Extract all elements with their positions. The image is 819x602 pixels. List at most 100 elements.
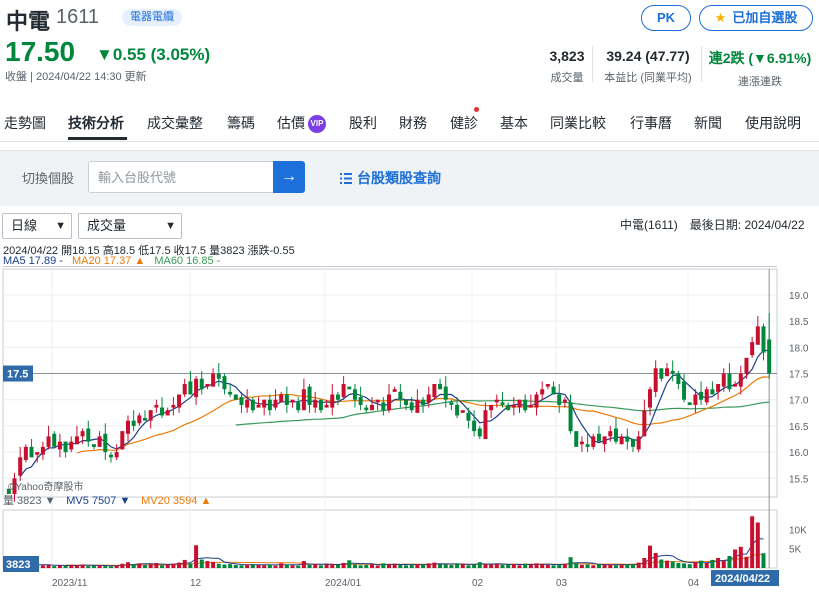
candle-body [568, 402, 573, 432]
price-tick-label: 16.0 [789, 448, 809, 459]
arrow-right-icon[interactable]: → [273, 161, 305, 193]
candle-body [750, 342, 755, 356]
candle-body [216, 373, 221, 379]
candle-body [596, 433, 601, 442]
candle-body [301, 389, 306, 411]
candle-body [489, 404, 494, 411]
stock-search-input[interactable] [88, 161, 274, 193]
tab-basic[interactable]: 基本 [500, 115, 528, 131]
volume-bar [398, 564, 403, 568]
volume-bar [290, 565, 295, 568]
candle-body [642, 410, 647, 437]
candle-body [710, 389, 715, 395]
candle-body [188, 381, 193, 395]
tab-chips[interactable]: 籌碼 [227, 115, 255, 131]
volume-bar [114, 565, 119, 568]
volume-bar [528, 564, 533, 568]
price-tick-label: 17.0 [789, 396, 809, 407]
candle-body [284, 394, 289, 405]
stat-label: 本益比 (同業平均) [604, 72, 692, 84]
price-chart[interactable]: 15.5 16.0 16.5 17.0 17.5 18.0 18.5 19.0 5K 10K 20… [0, 266, 819, 602]
price-axis: 15.5 16.0 16.5 17.0 17.5 18.0 18.5 19.0 5K 10K [789, 291, 809, 556]
industry-badge[interactable]: 電器電纜 [122, 9, 182, 26]
candle-body [114, 452, 119, 458]
volume-bars [6, 516, 766, 568]
tab-technical[interactable]: 技術分析 [68, 115, 124, 131]
candle-body [761, 326, 766, 353]
candle-body [579, 441, 584, 445]
volume-bar [426, 563, 431, 568]
tab-peers[interactable]: 同業比較 [550, 115, 606, 131]
candle-body [194, 378, 199, 398]
volume-bar [222, 564, 227, 568]
volume-bar [648, 545, 653, 568]
indicator-select[interactable]: 成交量 ▼ [78, 213, 182, 239]
tab-news[interactable]: 新聞 [694, 115, 722, 131]
candle-body [517, 399, 522, 408]
candle-body [557, 394, 562, 405]
date-axis: 2023/11 12 2024/01 02 03 04 [52, 578, 700, 589]
volume-bar [131, 564, 136, 568]
candle-body [307, 386, 312, 405]
volume-bar [568, 557, 573, 568]
volume-bar [710, 559, 715, 568]
candle-body [171, 404, 176, 408]
volume-bar [307, 564, 312, 568]
candle-body [143, 418, 148, 421]
candle-body [347, 386, 352, 390]
stat-pe: 39.24 (47.77) 本益比 (同業平均) [596, 48, 700, 85]
pk-button[interactable]: PK [641, 5, 691, 31]
volume-bar [421, 564, 426, 568]
tab-dividend[interactable]: 股利 [349, 115, 377, 131]
volume-bar [211, 561, 216, 568]
candle-body [6, 488, 11, 494]
candle-body [40, 446, 45, 455]
price-tick-label: 18.0 [789, 343, 809, 354]
candle-body [369, 404, 374, 411]
volume-bar [143, 564, 148, 568]
tab-checkup[interactable]: 健診 [450, 115, 478, 131]
candle-body [256, 404, 261, 408]
period-select[interactable]: 日線 ▼ [2, 213, 72, 239]
volume-bar [574, 563, 579, 568]
svg-text:2024/04/22: 2024/04/22 [715, 573, 770, 585]
candle-body [460, 410, 465, 413]
tab-finance[interactable]: 財務 [399, 115, 427, 131]
category-search-link[interactable]: 台股類股查詢 [340, 168, 441, 188]
candle-body [262, 399, 267, 408]
volume-bar [80, 564, 85, 568]
candle-body [324, 404, 329, 408]
stat-label: 成交量 [550, 72, 584, 84]
date-tick-label: 02 [472, 578, 484, 589]
divider [592, 46, 593, 82]
volume-bar [699, 560, 704, 568]
volume-bar [750, 516, 755, 568]
candles [6, 313, 772, 502]
candle-body [267, 399, 272, 411]
price-tick-label: 18.5 [789, 317, 809, 328]
candle-body [46, 436, 51, 447]
volume-bar [46, 564, 51, 568]
volume-bar [687, 564, 692, 568]
candle-body [744, 357, 749, 374]
candle-body [165, 410, 170, 416]
volume-bar [409, 564, 414, 568]
volume-bar [704, 562, 709, 568]
tab-trend[interactable]: 走勢圖 [4, 115, 46, 131]
watchlist-label: 已加自選股 [732, 10, 798, 25]
tab-trades[interactable]: 成交彙整 [147, 115, 203, 131]
tab-valuation[interactable]: 估價 VIP [277, 113, 326, 133]
candle-body [613, 428, 618, 442]
period-value: 日線 [11, 218, 38, 233]
volume-bar [540, 564, 545, 568]
candle-body [636, 436, 641, 450]
volume-bar [352, 564, 357, 568]
watchlist-button[interactable]: ★ 已加自選股 [699, 5, 813, 31]
candle-body [523, 399, 528, 411]
candle-body [415, 399, 420, 413]
stat-streak: 連2跌 (▼6.91%) 連漲連跌 [705, 48, 815, 89]
candle-body [767, 339, 772, 374]
volume-bar [296, 565, 301, 568]
tab-calendar[interactable]: 行事曆 [630, 115, 672, 131]
tab-help[interactable]: 使用說明 [745, 115, 801, 131]
